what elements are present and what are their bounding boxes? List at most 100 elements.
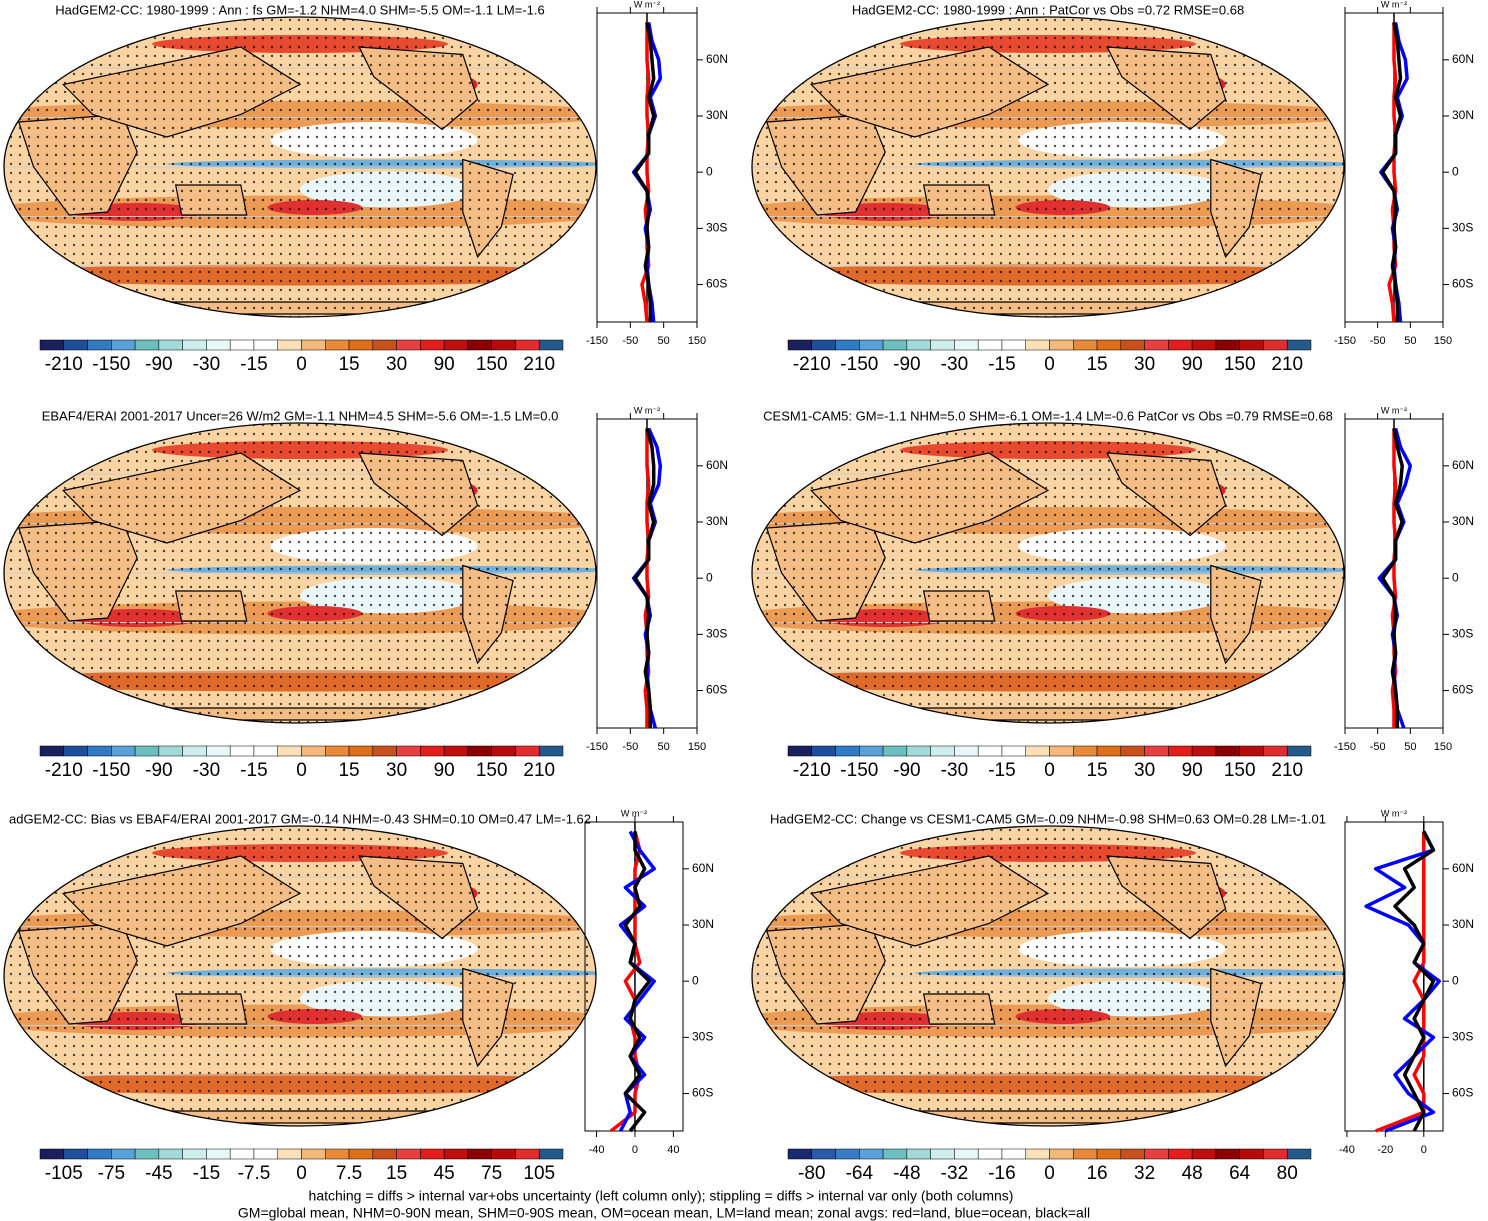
colorbar-box — [158, 745, 183, 757]
colorbar-box — [1239, 1148, 1264, 1160]
y-tick-label: 30N — [706, 514, 728, 528]
colorbar-label: 150 — [1224, 760, 1256, 781]
colorbar-label: 150 — [476, 760, 508, 781]
colorbar-box — [253, 339, 278, 351]
stippling — [752, 423, 1344, 723]
map-outline — [751, 16, 1345, 318]
x-tick-label: -20 — [1377, 1144, 1393, 1156]
colorbar-box — [1073, 339, 1098, 351]
colorbar-box — [1144, 745, 1169, 757]
colorbar-label: -90 — [145, 760, 172, 781]
x-tick-label: 150 — [1434, 335, 1452, 347]
y-tick-label: 60S — [1452, 277, 1473, 291]
colorbar-label: 210 — [523, 760, 555, 781]
colorbar-box — [134, 1148, 160, 1160]
colorbar-label: -64 — [846, 1163, 874, 1184]
zonal-line — [1393, 830, 1436, 1132]
colorbar-box — [467, 339, 492, 351]
map — [4, 17, 596, 317]
y-tick-label: 30N — [1452, 514, 1474, 528]
colorbar-box — [1096, 745, 1122, 757]
colorbar-box — [906, 1148, 931, 1160]
x-axis-label: W m⁻² — [1381, 405, 1407, 415]
colorbar-box — [325, 1148, 350, 1160]
colorbar-box — [134, 745, 160, 757]
map — [4, 826, 596, 1126]
colorbar-box — [1168, 339, 1193, 351]
colorbar-label: 105 — [523, 1163, 555, 1184]
colorbar-box — [111, 745, 136, 757]
colorbar-box — [538, 339, 564, 351]
colorbar-box — [1001, 339, 1026, 351]
colorbar-box — [882, 1148, 908, 1160]
y-tick-label: 60S — [1452, 683, 1473, 697]
colorbar-box — [1286, 339, 1312, 351]
map-outline — [3, 825, 597, 1127]
colorbar-box — [1286, 1148, 1312, 1160]
colorbar-label: 15 — [338, 354, 359, 375]
x-axis-label: W m⁻² — [1381, 0, 1407, 9]
colorbar-label: -150 — [92, 760, 130, 781]
y-tick-label: 0 — [1452, 164, 1459, 178]
x-tick-label: -150 — [586, 741, 608, 753]
y-tick-label: 0 — [692, 973, 699, 987]
colorbar-box — [1073, 1148, 1098, 1160]
colorbar-label: 90 — [434, 760, 455, 781]
colorbar-box — [1120, 745, 1145, 757]
colorbar-box — [930, 745, 955, 757]
colorbar-label: -210 — [45, 354, 83, 375]
colorbar-label: -90 — [893, 760, 920, 781]
colorbar-label: -30 — [193, 760, 220, 781]
panel-title: HadGEM2-CC: Change vs CESM1-CAM5 GM=-0.0… — [770, 811, 1326, 826]
colorbar-label: -105 — [45, 1163, 83, 1184]
colorbar-label: -210 — [793, 760, 831, 781]
colorbar-label: 150 — [1224, 354, 1256, 375]
panel-title: CESM1-CAM5: GM=-1.1 NHM=5.0 SHM=-6.1 OM=… — [763, 408, 1333, 423]
colorbar-box — [930, 339, 955, 351]
colorbar-box — [87, 339, 112, 351]
colorbar-box — [491, 1148, 516, 1160]
map — [752, 17, 1344, 317]
colorbar-box — [538, 745, 564, 757]
colorbar-box — [1120, 339, 1145, 351]
colorbar-box — [301, 745, 326, 757]
colorbar-box — [835, 339, 860, 351]
colorbar-box — [301, 339, 326, 351]
colorbar-label: -150 — [840, 354, 878, 375]
colorbar-label: -15 — [988, 760, 1015, 781]
colorbar-box — [372, 1148, 397, 1160]
colorbar-box — [1263, 745, 1288, 757]
colorbar-label: 15 — [386, 1163, 407, 1184]
colorbar-box — [1096, 1148, 1122, 1160]
colorbar-box — [811, 1148, 836, 1160]
colorbar-box — [515, 339, 540, 351]
y-tick-label: 30S — [692, 1030, 713, 1044]
colorbar-box — [420, 745, 445, 757]
stippling — [4, 17, 596, 317]
colorbar-label: 90 — [1182, 354, 1203, 375]
zonal-line — [633, 22, 656, 322]
colorbar-box — [1168, 1148, 1193, 1160]
colorbar-box — [134, 339, 160, 351]
colorbar-label: 32 — [1134, 1163, 1155, 1184]
colorbar-label: -45 — [145, 1163, 172, 1184]
stippling — [752, 17, 1344, 317]
colorbar-box — [206, 1148, 231, 1160]
colorbar-box — [515, 745, 540, 757]
x-axis-label: W m⁻² — [634, 0, 660, 9]
colorbar-box — [1239, 339, 1264, 351]
colorbar-label: -15 — [240, 760, 267, 781]
colorbar-label: -7.5 — [238, 1163, 271, 1184]
colorbar-label: -150 — [840, 760, 878, 781]
colorbar-box — [443, 1148, 469, 1160]
x-tick-label: 150 — [1434, 741, 1452, 753]
colorbar-box — [372, 339, 397, 351]
colorbar-box — [325, 745, 350, 757]
zonal-frame — [1344, 821, 1444, 1132]
colorbar-box — [420, 339, 445, 351]
colorbar-box — [182, 339, 207, 351]
y-tick-label: 30N — [1452, 108, 1474, 122]
colorbar-label: 210 — [523, 354, 555, 375]
colorbar-box — [229, 1148, 255, 1160]
